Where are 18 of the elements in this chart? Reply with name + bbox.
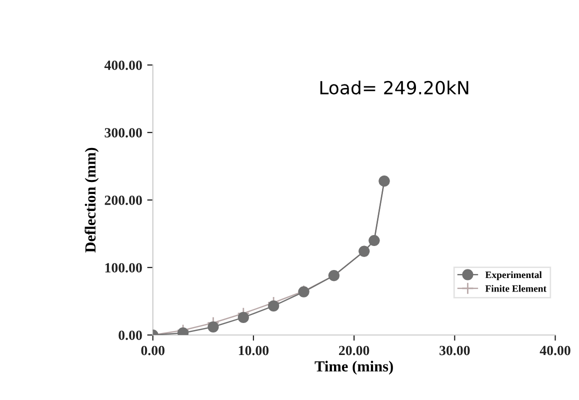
x-tick-label: 20.00 xyxy=(339,346,370,356)
y-tick-label: 400.00 xyxy=(104,60,142,70)
legend-label: Finite Element xyxy=(485,285,546,292)
y-tick-label: 300.00 xyxy=(104,128,142,138)
point xyxy=(238,312,249,324)
y-tick-label: 100.00 xyxy=(105,263,142,273)
x-tick-label: 40.00 xyxy=(540,346,570,356)
y-tick-label: 0.00 xyxy=(118,330,142,340)
y-axis-title: Deflection (mm) xyxy=(84,148,99,253)
x-axis-title: Time (mins) xyxy=(314,360,393,375)
x-tick-label: 30.00 xyxy=(440,346,470,356)
y-tick-label: 200.00 xyxy=(104,196,142,206)
annotation: Load= 249.20kN xyxy=(320,80,468,95)
legend-label: Experimental xyxy=(485,271,542,280)
x-tick-label: 0.00 xyxy=(141,346,164,356)
point xyxy=(208,321,219,332)
point xyxy=(268,300,280,312)
x-tick-label: 10.00 xyxy=(238,346,269,356)
